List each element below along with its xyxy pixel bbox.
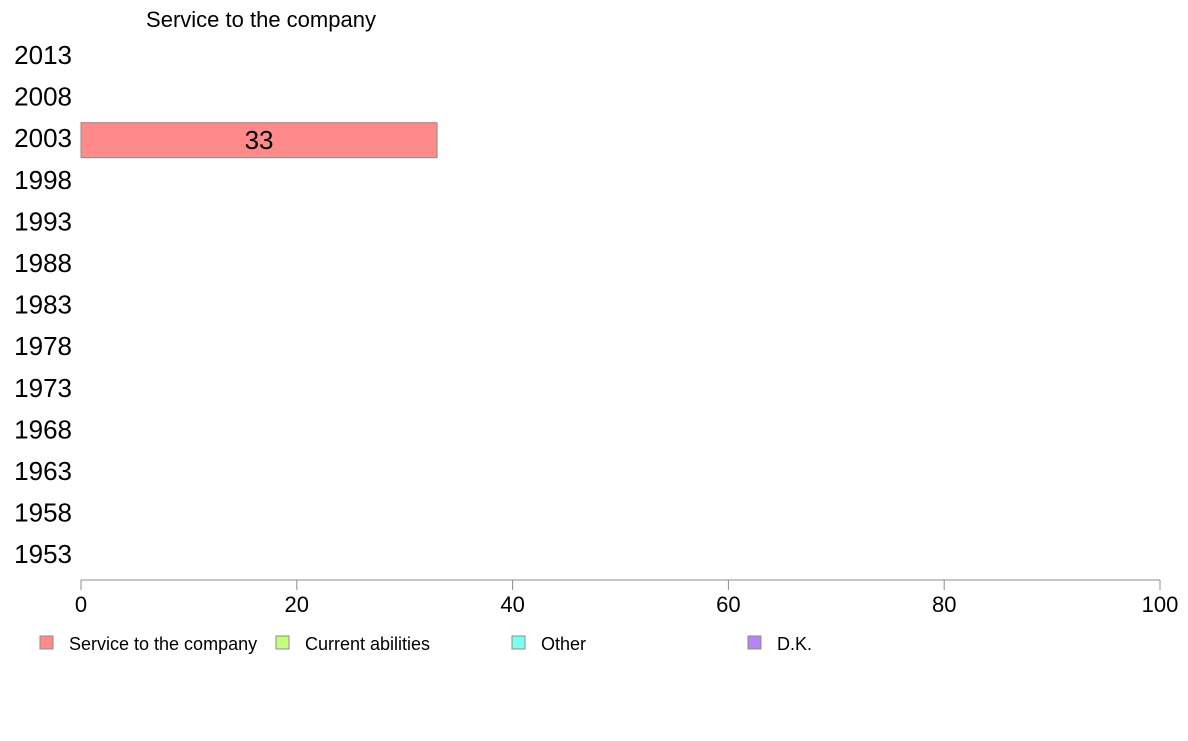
y-tick-label: 1953 [14,539,72,569]
legend-label: Current abilities [305,634,430,654]
y-tick-label: 2003 [14,123,72,153]
legend-label: Other [541,634,586,654]
y-tick-label: 1988 [14,248,72,278]
y-axis-labels: 2013 2008 2003 1998 1993 1988 1983 1978 1973 1968… [14,40,72,569]
chart-title: Service to the company [146,7,376,32]
x-tick-label: 60 [716,592,740,617]
legend-label: Service to the company [69,634,257,654]
x-tick-label: 40 [500,592,524,617]
y-tick-label: 1968 [14,414,72,444]
x-tick-label: 80 [932,592,956,617]
data-label: 33 [245,125,274,155]
legend-swatch [747,635,762,650]
y-tick-label: 1993 [14,206,72,236]
y-tick-label: 1983 [14,290,72,320]
x-tick-label: 0 [75,592,87,617]
legend-swatch [39,635,54,650]
legend-swatch [511,635,526,650]
y-tick-label: 2013 [14,40,72,70]
bars: 33 [80,122,438,159]
y-tick-label: 1998 [14,165,72,195]
legend: Service to the company Current abilities O… [39,634,812,654]
x-tick-label: 100 [1142,592,1179,617]
y-tick-label: 2008 [14,82,72,112]
y-tick-label: 1963 [14,456,72,486]
legend-swatch [275,635,290,650]
y-tick-label: 1973 [14,373,72,403]
y-tick-label: 1978 [14,331,72,361]
legend-label: D.K. [777,634,812,654]
x-axis: 0 20 40 60 80 100 [75,579,1179,617]
bar [80,122,438,159]
x-tick-label: 20 [285,592,309,617]
y-tick-label: 1958 [14,498,72,528]
